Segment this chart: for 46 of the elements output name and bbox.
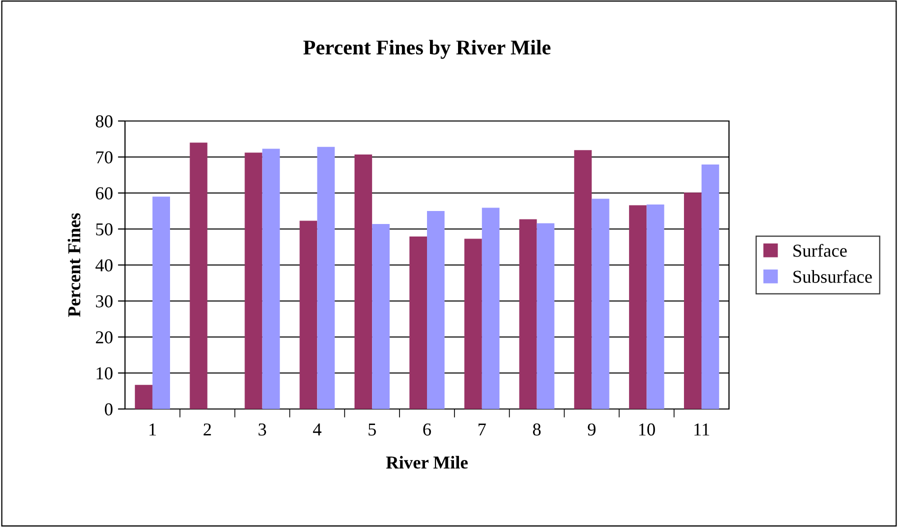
legend-label: Subsurface (793, 270, 872, 283)
bar (372, 224, 390, 409)
x-tick-label: 1 (150, 424, 156, 436)
y-axis-title: Percent Fines (68, 213, 80, 317)
bar (702, 164, 720, 409)
bar (152, 196, 170, 409)
bar (646, 204, 664, 409)
bar (629, 205, 647, 409)
bar (354, 154, 372, 409)
x-tick-label: 7 (478, 424, 486, 436)
y-tick-label: 40 (95, 259, 113, 272)
bar (244, 152, 262, 409)
x-tick-label: 11 (694, 424, 710, 436)
x-axis-title: River Mile (386, 456, 468, 469)
y-tick-label: 50 (96, 223, 113, 236)
bar (592, 198, 610, 409)
x-tick-label: 6 (423, 423, 431, 436)
y-tick-label: 80 (96, 115, 113, 128)
bar (684, 192, 702, 409)
bar (536, 223, 554, 409)
bar (134, 384, 152, 409)
legend-label: Surface (793, 244, 847, 257)
bar (262, 148, 280, 409)
bar (317, 146, 335, 409)
y-tick-label: 20 (96, 331, 113, 344)
bar (409, 236, 427, 409)
bar (519, 219, 537, 409)
bar (427, 211, 445, 409)
bar (300, 220, 318, 409)
y-tick-label: 30 (96, 295, 113, 308)
y-tick-label: 70 (96, 151, 113, 164)
x-tick-label: 10 (639, 423, 655, 436)
x-tick-label: 2 (204, 423, 211, 436)
x-tick-label: 9 (588, 423, 596, 436)
x-tick-label: 3 (258, 423, 266, 436)
bar (190, 142, 208, 409)
y-tick-label: 10 (96, 367, 113, 380)
bar (574, 150, 592, 409)
x-tick-label: 8 (532, 423, 541, 436)
chart-title: Percent Fines by River Mile (303, 40, 550, 59)
bar (464, 238, 482, 409)
x-tick-label: 4 (313, 424, 322, 436)
y-tick-label: 0 (104, 403, 113, 416)
y-tick-label: 60 (96, 187, 113, 200)
x-tick-label: 5 (368, 424, 376, 436)
bar (482, 208, 500, 409)
